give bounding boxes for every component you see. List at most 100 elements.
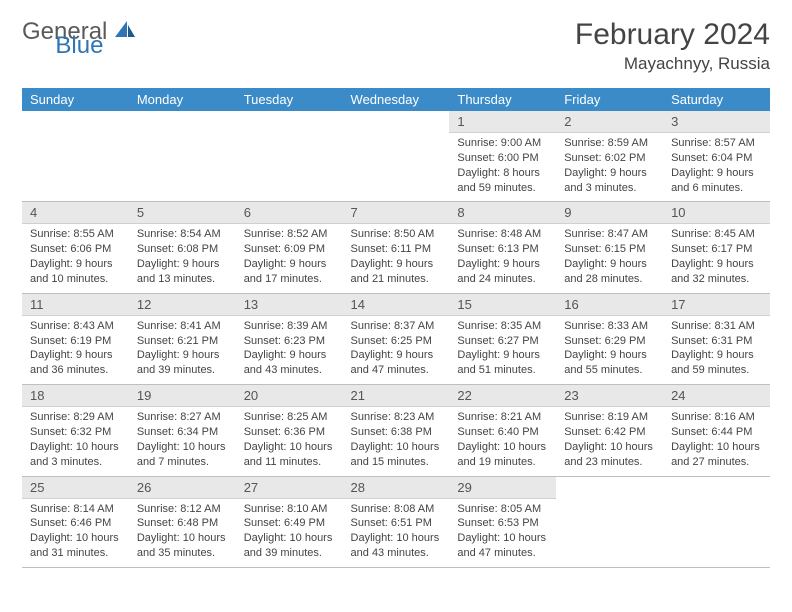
- day-number: 29: [449, 477, 556, 499]
- day-number: 6: [236, 202, 343, 224]
- sunrise-text: Sunrise: 8:54 AM: [137, 227, 228, 242]
- calendar-day-cell: 14Sunrise: 8:37 AMSunset: 6:25 PMDayligh…: [343, 293, 450, 384]
- weekday-friday: Friday: [556, 88, 663, 111]
- calendar-day-cell: 1Sunrise: 9:00 AMSunset: 6:00 PMDaylight…: [449, 111, 556, 202]
- daylight-text: Daylight: 10 hours and 23 minutes.: [564, 440, 655, 470]
- day-number: 28: [343, 477, 450, 499]
- calendar-day-cell: 10Sunrise: 8:45 AMSunset: 6:17 PMDayligh…: [663, 202, 770, 293]
- sunset-text: Sunset: 6:11 PM: [351, 242, 442, 257]
- calendar-day-cell: [129, 111, 236, 202]
- calendar-day-cell: 4Sunrise: 8:55 AMSunset: 6:06 PMDaylight…: [22, 202, 129, 293]
- calendar-table: Sunday Monday Tuesday Wednesday Thursday…: [22, 88, 770, 568]
- daylight-text: Daylight: 10 hours and 43 minutes.: [351, 531, 442, 561]
- sunset-text: Sunset: 6:19 PM: [30, 334, 121, 349]
- sunrise-text: Sunrise: 8:41 AM: [137, 319, 228, 334]
- sunset-text: Sunset: 6:42 PM: [564, 425, 655, 440]
- calendar-day-cell: [236, 111, 343, 202]
- day-number: 12: [129, 294, 236, 316]
- daylight-text: Daylight: 9 hours and 32 minutes.: [671, 257, 762, 287]
- day-number: 11: [22, 294, 129, 316]
- day-number: 8: [449, 202, 556, 224]
- day-number: 15: [449, 294, 556, 316]
- sunrise-text: Sunrise: 8:21 AM: [457, 410, 548, 425]
- calendar-week-row: 11Sunrise: 8:43 AMSunset: 6:19 PMDayligh…: [22, 293, 770, 384]
- title-block: February 2024 Mayachnyy, Russia: [575, 18, 770, 74]
- header: General Blue February 2024 Mayachnyy, Ru…: [22, 18, 770, 74]
- calendar-day-cell: 11Sunrise: 8:43 AMSunset: 6:19 PMDayligh…: [22, 293, 129, 384]
- daylight-text: Daylight: 9 hours and 43 minutes.: [244, 348, 335, 378]
- calendar-day-cell: 24Sunrise: 8:16 AMSunset: 6:44 PMDayligh…: [663, 385, 770, 476]
- daylight-text: Daylight: 10 hours and 7 minutes.: [137, 440, 228, 470]
- calendar-day-cell: [556, 476, 663, 567]
- weekday-saturday: Saturday: [663, 88, 770, 111]
- sunset-text: Sunset: 6:29 PM: [564, 334, 655, 349]
- daylight-text: Daylight: 9 hours and 36 minutes.: [30, 348, 121, 378]
- day-number: 18: [22, 385, 129, 407]
- daylight-text: Daylight: 9 hours and 24 minutes.: [457, 257, 548, 287]
- calendar-day-cell: 7Sunrise: 8:50 AMSunset: 6:11 PMDaylight…: [343, 202, 450, 293]
- sunset-text: Sunset: 6:25 PM: [351, 334, 442, 349]
- daylight-text: Daylight: 9 hours and 17 minutes.: [244, 257, 335, 287]
- sunrise-text: Sunrise: 8:37 AM: [351, 319, 442, 334]
- sunset-text: Sunset: 6:21 PM: [137, 334, 228, 349]
- sunrise-text: Sunrise: 8:52 AM: [244, 227, 335, 242]
- sunrise-text: Sunrise: 8:59 AM: [564, 136, 655, 151]
- sunset-text: Sunset: 6:48 PM: [137, 516, 228, 531]
- daylight-text: Daylight: 9 hours and 6 minutes.: [671, 166, 762, 196]
- daylight-text: Daylight: 10 hours and 11 minutes.: [244, 440, 335, 470]
- calendar-week-row: 4Sunrise: 8:55 AMSunset: 6:06 PMDaylight…: [22, 202, 770, 293]
- sunrise-text: Sunrise: 8:27 AM: [137, 410, 228, 425]
- sunrise-text: Sunrise: 8:47 AM: [564, 227, 655, 242]
- day-number: 26: [129, 477, 236, 499]
- daylight-text: Daylight: 10 hours and 15 minutes.: [351, 440, 442, 470]
- daylight-text: Daylight: 10 hours and 39 minutes.: [244, 531, 335, 561]
- day-info: Sunrise: 8:35 AMSunset: 6:27 PMDaylight:…: [449, 316, 556, 384]
- sunrise-text: Sunrise: 8:50 AM: [351, 227, 442, 242]
- sunset-text: Sunset: 6:46 PM: [30, 516, 121, 531]
- day-info: Sunrise: 8:25 AMSunset: 6:36 PMDaylight:…: [236, 407, 343, 475]
- day-info: Sunrise: 8:52 AMSunset: 6:09 PMDaylight:…: [236, 224, 343, 292]
- calendar-day-cell: 2Sunrise: 8:59 AMSunset: 6:02 PMDaylight…: [556, 111, 663, 202]
- sunrise-text: Sunrise: 8:12 AM: [137, 502, 228, 517]
- daylight-text: Daylight: 9 hours and 55 minutes.: [564, 348, 655, 378]
- day-info: Sunrise: 8:14 AMSunset: 6:46 PMDaylight:…: [22, 499, 129, 567]
- sunrise-text: Sunrise: 8:10 AM: [244, 502, 335, 517]
- sunset-text: Sunset: 6:04 PM: [671, 151, 762, 166]
- calendar-day-cell: 3Sunrise: 8:57 AMSunset: 6:04 PMDaylight…: [663, 111, 770, 202]
- sunset-text: Sunset: 6:36 PM: [244, 425, 335, 440]
- calendar-day-cell: 29Sunrise: 8:05 AMSunset: 6:53 PMDayligh…: [449, 476, 556, 567]
- sunrise-text: Sunrise: 8:33 AM: [564, 319, 655, 334]
- calendar-week-row: 18Sunrise: 8:29 AMSunset: 6:32 PMDayligh…: [22, 385, 770, 476]
- calendar-week-row: 25Sunrise: 8:14 AMSunset: 6:46 PMDayligh…: [22, 476, 770, 567]
- sunrise-text: Sunrise: 8:25 AM: [244, 410, 335, 425]
- day-number: 3: [663, 111, 770, 133]
- day-info: Sunrise: 8:57 AMSunset: 6:04 PMDaylight:…: [663, 133, 770, 201]
- daylight-text: Daylight: 10 hours and 47 minutes.: [457, 531, 548, 561]
- sunset-text: Sunset: 6:02 PM: [564, 151, 655, 166]
- day-info: Sunrise: 8:47 AMSunset: 6:15 PMDaylight:…: [556, 224, 663, 292]
- daylight-text: Daylight: 9 hours and 10 minutes.: [30, 257, 121, 287]
- sunset-text: Sunset: 6:17 PM: [671, 242, 762, 257]
- day-info: Sunrise: 8:33 AMSunset: 6:29 PMDaylight:…: [556, 316, 663, 384]
- weekday-header-row: Sunday Monday Tuesday Wednesday Thursday…: [22, 88, 770, 111]
- sunrise-text: Sunrise: 8:14 AM: [30, 502, 121, 517]
- calendar-day-cell: 12Sunrise: 8:41 AMSunset: 6:21 PMDayligh…: [129, 293, 236, 384]
- day-number: 7: [343, 202, 450, 224]
- sunrise-text: Sunrise: 8:57 AM: [671, 136, 762, 151]
- day-number: 23: [556, 385, 663, 407]
- sunset-text: Sunset: 6:23 PM: [244, 334, 335, 349]
- sunset-text: Sunset: 6:00 PM: [457, 151, 548, 166]
- sunrise-text: Sunrise: 8:45 AM: [671, 227, 762, 242]
- day-number: 14: [343, 294, 450, 316]
- sail-icon: [113, 18, 137, 46]
- day-number: 17: [663, 294, 770, 316]
- sunset-text: Sunset: 6:13 PM: [457, 242, 548, 257]
- day-number: 20: [236, 385, 343, 407]
- day-info: Sunrise: 8:12 AMSunset: 6:48 PMDaylight:…: [129, 499, 236, 567]
- calendar-day-cell: 20Sunrise: 8:25 AMSunset: 6:36 PMDayligh…: [236, 385, 343, 476]
- sunset-text: Sunset: 6:34 PM: [137, 425, 228, 440]
- calendar-day-cell: [343, 111, 450, 202]
- sunrise-text: Sunrise: 8:16 AM: [671, 410, 762, 425]
- day-info: Sunrise: 8:45 AMSunset: 6:17 PMDaylight:…: [663, 224, 770, 292]
- sunrise-text: Sunrise: 8:19 AM: [564, 410, 655, 425]
